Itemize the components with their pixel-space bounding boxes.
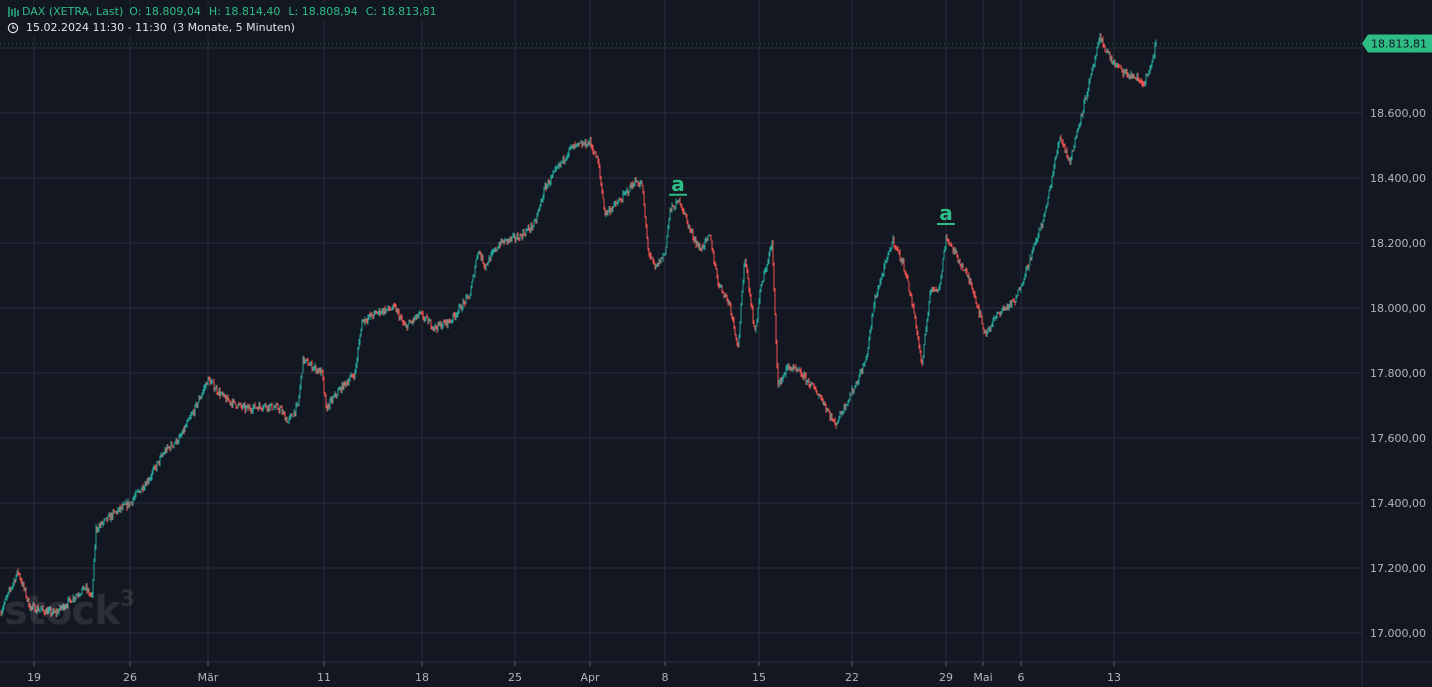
signal-marker-label: a [939,201,953,225]
time-tick-label: Apr [580,671,600,684]
price-tick-label: 18.400,00 [1370,172,1426,185]
legend-ohlc-row: DAX (XETRA, Last) O: 18.809,04 H: 18.814… [4,4,440,20]
time-tick-label: 22 [845,671,859,684]
high-value: H: 18.814,40 [208,5,281,18]
price-tick-label: 18.200,00 [1370,237,1426,250]
watermark-sup: 3 [119,586,135,612]
time-tick-label: 6 [1018,671,1025,684]
watermark-text: stock [4,588,121,634]
price-tick-label: 18.600,00 [1370,107,1426,120]
time-range: 15.02.2024 11:30 - 11:30 [26,21,167,34]
annotation-marks: aa [669,172,955,225]
candlestick-icon [8,7,19,17]
low-value: L: 18.808,94 [288,5,358,18]
time-tick-label: 18 [415,671,429,684]
price-tick-label: 18.000,00 [1370,302,1426,315]
time-tick-label: 26 [123,671,137,684]
time-tick-label: 29 [939,671,953,684]
stock3-watermark-logo: stock3 [4,586,135,634]
period-label: (3 Monate, 5 Minuten) [172,21,295,34]
legend-time-row: 15.02.2024 11:30 - 11:30 (3 Monate, 5 Mi… [4,20,298,36]
price-axis[interactable]: 17.000,00 17.200,00 17.400,00 17.600,00 17.8… [1370,107,1426,640]
time-axis[interactable]: 19 26 Mär 11 18 25 Apr 8 15 22 29 Mai 6 13 [27,662,1121,684]
clock-icon [7,22,19,34]
time-tick-label: 13 [1107,671,1121,684]
time-tick-label: Mär [198,671,219,684]
last-price-label: 18.813,81 [1371,38,1427,51]
time-tick-label: 8 [662,671,669,684]
close-value: C: 18.813,81 [365,5,437,18]
price-tick-label: 17.600,00 [1370,432,1426,445]
price-tick-label: 17.200,00 [1370,562,1426,575]
symbol-label: DAX (XETRA, Last) [22,5,124,18]
time-tick-label: Mai [973,671,992,684]
price-tick-label: 17.400,00 [1370,497,1426,510]
last-price-badge [1362,34,1432,53]
time-tick-label: 15 [752,671,766,684]
time-tick-label: 19 [27,671,41,684]
last-price-marker: 18.813,81 [0,34,1432,53]
chart-legend: DAX (XETRA, Last) O: 18.809,04 H: 18.814… [4,4,440,36]
open-value: O: 18.809,04 [129,5,201,18]
price-tick-label: 17.000,00 [1370,627,1426,640]
time-tick-label: 25 [508,671,522,684]
candlestick-series [0,32,1157,618]
time-tick-label: 11 [317,671,331,684]
price-tick-label: 17.800,00 [1370,367,1426,380]
signal-marker-label: a [671,172,685,196]
